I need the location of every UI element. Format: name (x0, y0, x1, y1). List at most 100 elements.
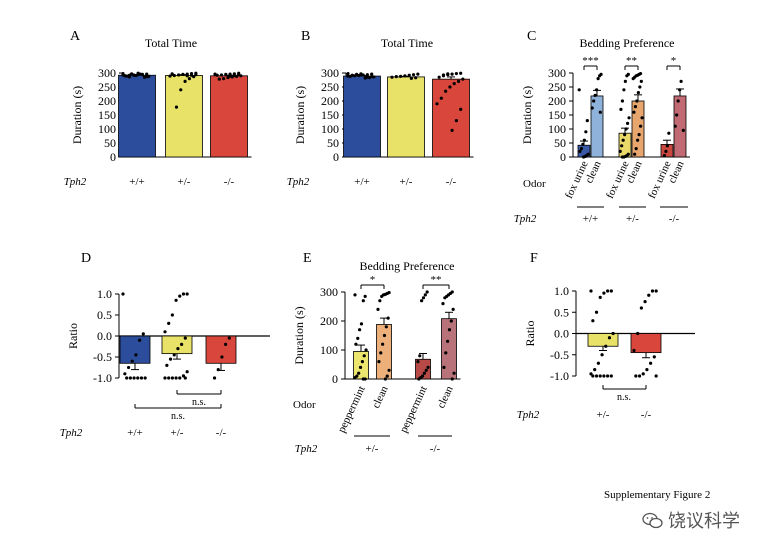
panel-a-bar (165, 75, 203, 158)
panel-f-point (647, 293, 651, 297)
panel-b-point (452, 82, 456, 86)
watermark: 饶议科学 (642, 507, 740, 533)
panel-c-point (633, 152, 637, 156)
panel-e-point (380, 294, 384, 298)
panel-c-point (635, 99, 639, 103)
panel-d-point (170, 313, 174, 317)
panel-f-point (641, 372, 645, 376)
panel-c-point (664, 149, 668, 153)
panel-a-letter: A (70, 29, 81, 44)
panel-f-bar (587, 333, 619, 347)
panel-e-point (443, 296, 447, 300)
panel-a-point (145, 75, 149, 79)
panel-e-point (418, 354, 422, 358)
panel-d-point (185, 370, 189, 374)
panel-e-point (446, 339, 450, 343)
panel-f-genotype: -/- (641, 409, 652, 421)
panel-c-point (620, 144, 624, 148)
panel-d-point (181, 374, 186, 378)
panel-e-point (358, 328, 362, 332)
panel-e-category: clean (370, 384, 391, 411)
panel-f-ytick-label: -0.5 (550, 348, 569, 362)
panel-e-point (387, 368, 391, 372)
panel-b-point (399, 74, 403, 78)
panel-d-point (165, 363, 169, 367)
panel-f-point (594, 374, 599, 378)
panel-a-genotype-label: Tph2 (64, 176, 87, 188)
panel-a-ytick-label: 250 (98, 80, 116, 94)
panel-e-point (363, 294, 367, 298)
panel-d-point (130, 359, 134, 363)
panel-d-bar (119, 335, 151, 364)
panel-b-point (439, 96, 443, 100)
panel-c-group: +/- (626, 213, 639, 225)
panel-d-point (170, 376, 174, 380)
panel-e-point (361, 299, 365, 303)
panel-c-significance: *** (582, 55, 599, 67)
panel-b-point (416, 72, 420, 76)
panel-f-point (650, 289, 655, 293)
panel-d-point (178, 294, 182, 298)
panel-c-significance: * (671, 55, 677, 67)
panel-a-point (217, 77, 221, 81)
panel-b-ytick-label: 150 (321, 108, 339, 122)
panel-d-point (212, 376, 217, 380)
panel-e-point (384, 325, 388, 329)
panel-f-point (654, 289, 658, 293)
panel-c-point (579, 147, 584, 151)
panel-a-genotype: -/- (224, 176, 235, 188)
panel-c-point (590, 106, 594, 110)
panel-b-point (441, 73, 446, 77)
panel-b-genotype: +/- (400, 176, 413, 188)
panel-e-point (452, 371, 456, 375)
panel-d-genotype: -/- (216, 427, 227, 439)
panel-e-point (385, 374, 389, 378)
panel-c-letter: C (527, 29, 536, 44)
wechat-icon (642, 512, 663, 529)
figure-caption: Supplementary Figure 2 (604, 489, 711, 501)
panel-d-point (183, 336, 187, 340)
panel-e-point (360, 360, 364, 364)
panel-c-ytick-label: 250 (548, 80, 566, 94)
panel-d-point (185, 292, 189, 296)
panel-d-ytick-label: -0.5 (93, 350, 112, 364)
panel-f-point (598, 295, 602, 299)
panel-e-point (442, 365, 446, 369)
panel-b-ytick-label: 50 (327, 136, 339, 150)
panel-f-ytick-label: 0.0 (554, 327, 569, 341)
panel-a-point (172, 73, 176, 78)
panel-b-point (346, 71, 350, 76)
panel-d-point (224, 342, 228, 346)
panel-b-point (437, 75, 441, 79)
panel-a-ytick-label: 50 (104, 136, 116, 150)
panel-e-point (447, 328, 452, 332)
panel-e-point (417, 377, 421, 381)
panel-c-point (577, 88, 581, 92)
panel-c-bar (590, 95, 604, 158)
panel-b-point (459, 71, 463, 75)
panel-c-point (638, 85, 642, 89)
panel-a-point (213, 72, 217, 76)
panel-f-point (591, 374, 595, 378)
panel-a-point (170, 72, 174, 76)
panel-c-point (582, 138, 586, 142)
panel-f-point (649, 361, 653, 365)
panel-c-point (584, 130, 588, 134)
panel-a-ytick-label: 0 (110, 150, 116, 164)
panel-c-point (593, 93, 597, 97)
panel-e-point (362, 354, 366, 358)
panel-e-category: peppermint (336, 384, 368, 434)
panel-e-point (423, 293, 427, 297)
panel-c-point (597, 74, 602, 78)
panel-c-point (636, 91, 640, 95)
panel-a-point (185, 74, 189, 78)
panel-c-ytick-label: 100 (548, 122, 566, 136)
panel-c-point (676, 99, 680, 103)
panel-e-group: -/- (430, 443, 441, 455)
panel-c-point (595, 88, 599, 92)
panel-b-genotype: +/+ (354, 176, 369, 188)
panel-c-group: +/+ (583, 213, 598, 225)
panel-b-bar (432, 78, 470, 158)
panel-c-point (638, 124, 643, 128)
panel-f-point (637, 374, 642, 378)
